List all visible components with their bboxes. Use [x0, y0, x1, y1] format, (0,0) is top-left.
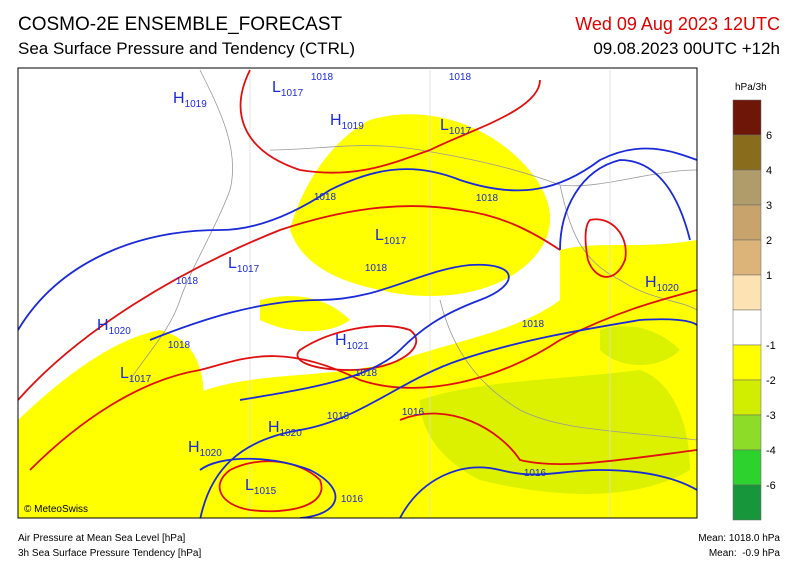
- legend-swatch: [732, 309, 762, 346]
- center-pressure: 1020: [200, 448, 223, 459]
- center-letter: H: [97, 317, 109, 334]
- footer-left-1: Air Pressure at Mean Sea Level [hPa]: [18, 533, 186, 544]
- center-letter: H: [188, 439, 200, 456]
- legend-swatch: [732, 344, 762, 381]
- center-pressure: 1020: [109, 326, 132, 337]
- isobars-blue: [18, 147, 697, 518]
- title: COSMO-2E ENSEMBLE_FORECAST: [18, 14, 343, 35]
- legend-tick-label: -6: [766, 480, 776, 492]
- legend-swatch: [732, 274, 762, 311]
- isobar-label: 1018: [168, 340, 191, 351]
- center-letter: H: [335, 332, 347, 349]
- isobar-label: 1018: [449, 72, 472, 83]
- legend-swatch: [732, 204, 762, 241]
- legend-swatch: [732, 99, 762, 136]
- pressure-center: H1020: [188, 439, 222, 459]
- pressure-center: H1019: [173, 90, 207, 110]
- center-pressure: 1019: [185, 99, 208, 110]
- isobar-label: 1018: [311, 72, 334, 83]
- center-letter: L: [120, 365, 129, 382]
- valid-time: Wed 09 Aug 2023 12UTC: [575, 14, 780, 34]
- pressure-center: L1017: [375, 227, 407, 247]
- isobar-label: 1016: [402, 407, 425, 418]
- center-letter: L: [440, 117, 449, 134]
- isobars-red: [18, 69, 697, 513]
- pressure-center: L1017: [228, 255, 260, 275]
- center-pressure: 1017: [281, 88, 304, 99]
- center-letter: H: [645, 274, 657, 291]
- center-pressure: 1020: [657, 283, 680, 294]
- legend-swatch: [732, 414, 762, 451]
- legend-swatch: [732, 484, 762, 521]
- isobar-label: 1018: [476, 193, 499, 204]
- tendency-fill-green: [420, 326, 690, 494]
- legend-unit: hPa/3h: [735, 82, 767, 93]
- pressure-center: L1017: [120, 365, 152, 385]
- isobar-label: 1018: [355, 368, 378, 379]
- footer-right-2: Mean: -0.9 hPa: [709, 548, 781, 559]
- legend-tick-label: 2: [766, 235, 772, 247]
- isobar-label: 1018: [365, 263, 388, 274]
- legend-swatch: [732, 169, 762, 206]
- pressure-center: H1019: [330, 112, 364, 132]
- pressure-center: L1017: [272, 79, 304, 99]
- legend-swatch: [732, 239, 762, 276]
- footer-right-1: Mean: 1018.0 hPa: [698, 533, 780, 544]
- isobar-label: 1018: [176, 276, 199, 287]
- legend-swatch: [732, 449, 762, 486]
- pressure-center: L1015: [245, 477, 277, 497]
- center-pressure: 1015: [254, 486, 277, 497]
- center-letter: H: [173, 90, 185, 107]
- center-pressure: 1017: [449, 126, 472, 137]
- pressure-center: L1017: [440, 117, 472, 137]
- legend-tick-label: -1: [766, 340, 776, 352]
- subtitle: Sea Surface Pressure and Tendency (CTRL): [18, 39, 355, 58]
- legend-swatch: [732, 134, 762, 171]
- isobar-label: 1018: [522, 319, 545, 330]
- pressure-center: H1020: [645, 274, 679, 294]
- pressure-center: H1021: [335, 332, 369, 352]
- legend-tick-label: -3: [766, 410, 776, 422]
- center-letter: L: [272, 79, 281, 96]
- center-letter: H: [330, 112, 342, 129]
- center-letter: L: [375, 227, 384, 244]
- run-time: 09.08.2023 00UTC +12h: [593, 39, 780, 58]
- pressure-center: H1020: [97, 317, 131, 337]
- legend-tick-label: -2: [766, 375, 776, 387]
- isobar-label: 1016: [341, 494, 364, 505]
- map-layers: [18, 69, 697, 518]
- legend: hPa/3h 6 4 3 2 1 -1 -2 -3 -4 -6: [732, 82, 776, 521]
- isobar-label: 1018: [327, 411, 350, 422]
- footer-left-2: 3h Sea Surface Pressure Tendency [hPa]: [18, 548, 201, 559]
- center-pressure: 1017: [384, 236, 407, 247]
- legend-tick-label: 4: [766, 165, 772, 177]
- isobar-label: 1018: [314, 192, 337, 203]
- center-pressure: 1019: [342, 121, 365, 132]
- isobar-label: 1016: [524, 468, 547, 479]
- legend-tick-label: 3: [766, 200, 772, 212]
- center-pressure: 1017: [237, 264, 260, 275]
- legend-tick-label: -4: [766, 445, 776, 457]
- legend-swatch: [732, 379, 762, 416]
- center-pressure: 1021: [347, 341, 370, 352]
- center-letter: L: [245, 477, 254, 494]
- center-letter: H: [268, 419, 280, 436]
- map-frame: [17, 67, 698, 519]
- legend-tick-label: 1: [766, 270, 772, 282]
- center-pressure: 1020: [280, 428, 303, 439]
- center-pressure: 1017: [129, 374, 152, 385]
- center-letter: L: [228, 255, 237, 272]
- legend-tick-label: 6: [766, 130, 772, 142]
- credit: © MeteoSwiss: [24, 504, 88, 515]
- pressure-center: H1020: [268, 419, 302, 439]
